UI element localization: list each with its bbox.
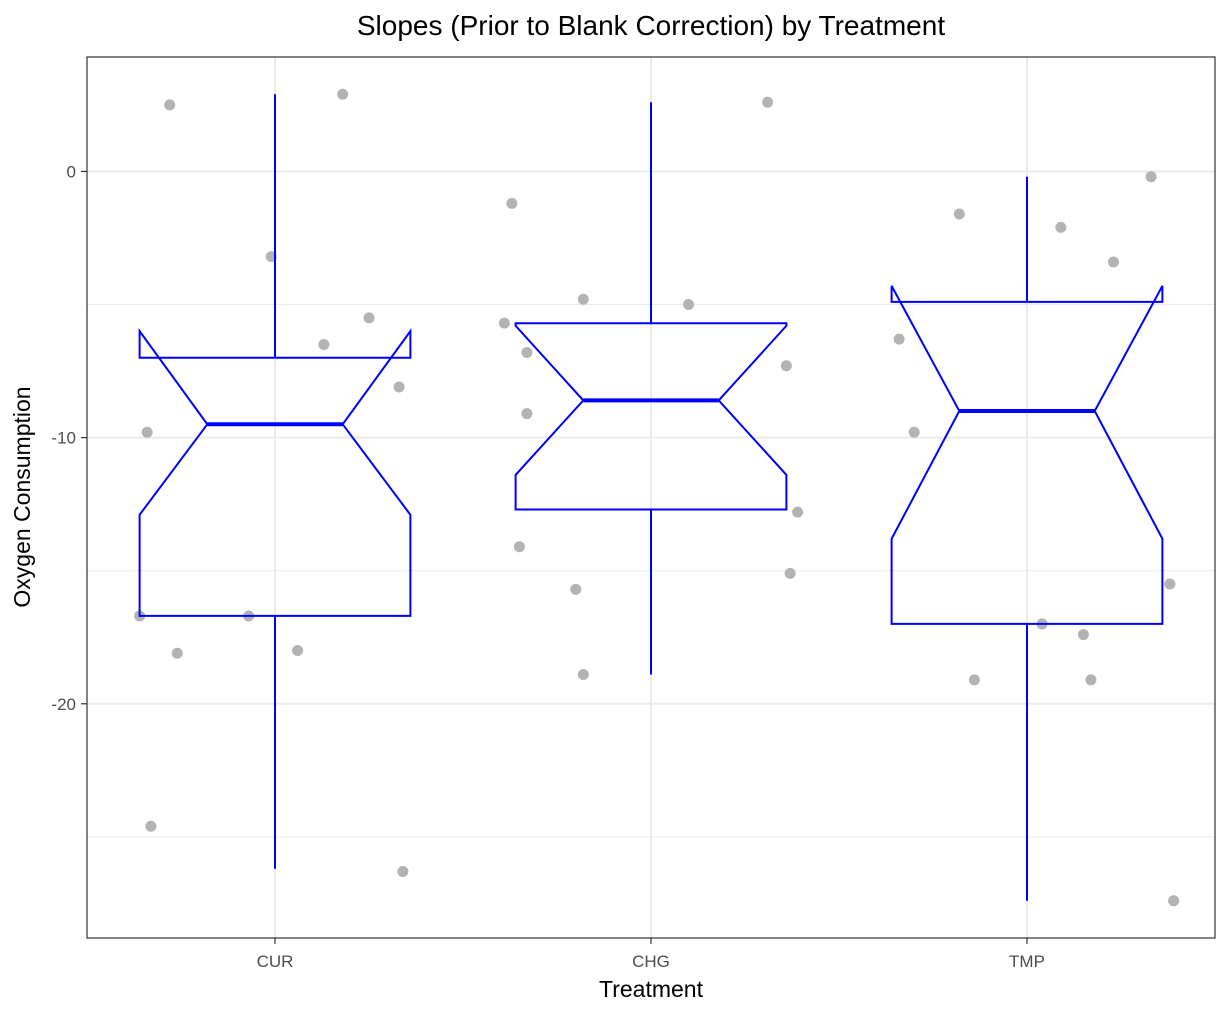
data-point xyxy=(521,346,533,358)
data-point xyxy=(145,820,157,832)
data-point xyxy=(292,645,304,657)
data-point xyxy=(1168,895,1180,907)
y-axis-title: Oxygen Consumption xyxy=(9,386,35,607)
y-axis: 0 -10 -20 xyxy=(51,162,87,714)
boxes xyxy=(138,94,1164,901)
box-tmp xyxy=(890,176,1164,901)
box-body xyxy=(890,285,1164,625)
data-point xyxy=(1145,171,1157,183)
data-point xyxy=(397,865,409,877)
y-tick-label: 0 xyxy=(67,162,76,181)
data-point xyxy=(171,647,183,659)
data-point xyxy=(1107,256,1119,268)
x-tick-label: CUR xyxy=(257,952,294,971)
data-point xyxy=(363,312,375,324)
data-point xyxy=(1077,629,1089,641)
y-tick-label: -10 xyxy=(51,429,76,448)
data-point xyxy=(1164,578,1176,590)
box-body xyxy=(514,322,788,511)
data-point xyxy=(762,96,774,108)
x-tick-label: CHG xyxy=(632,952,670,971)
data-point xyxy=(893,333,905,345)
y-tick-label: -20 xyxy=(51,695,76,714)
x-axis-title: Treatment xyxy=(599,976,704,1002)
data-point xyxy=(570,583,582,595)
data-point xyxy=(498,317,510,329)
x-axis: CUR CHG TMP xyxy=(257,938,1045,971)
box-chg xyxy=(514,102,788,675)
chart-title: Slopes (Prior to Blank Correction) by Tr… xyxy=(357,10,945,41)
data-point xyxy=(577,293,589,305)
data-point xyxy=(265,251,277,263)
data-point xyxy=(506,197,518,209)
box-body xyxy=(138,328,412,617)
data-point xyxy=(908,426,920,438)
data-point xyxy=(1085,674,1097,686)
data-point xyxy=(968,674,980,686)
data-point xyxy=(683,299,695,311)
data-point xyxy=(1055,221,1067,233)
x-tick-label: TMP xyxy=(1009,952,1045,971)
data-point xyxy=(792,506,804,518)
data-point xyxy=(513,541,525,553)
data-point xyxy=(577,668,589,680)
data-point xyxy=(393,381,405,393)
data-point xyxy=(780,360,792,372)
data-point xyxy=(318,338,330,350)
data-point xyxy=(337,88,349,100)
data-points xyxy=(134,88,1180,907)
box-cur xyxy=(138,94,412,869)
data-point xyxy=(164,99,176,111)
data-point xyxy=(521,408,533,420)
data-point xyxy=(784,567,796,579)
data-point xyxy=(141,426,153,438)
data-point xyxy=(953,208,965,220)
